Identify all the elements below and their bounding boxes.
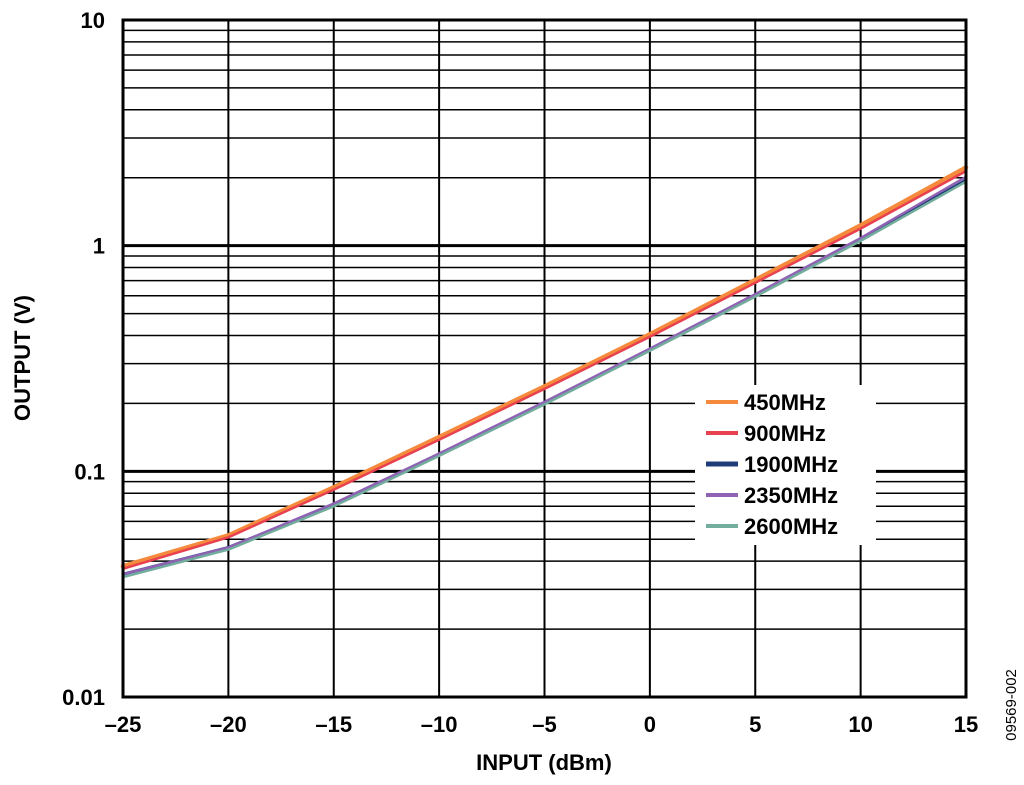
x-axis-label: INPUT (dBm) (476, 750, 612, 775)
legend-label-900MHz: 900MHz (744, 421, 826, 446)
x-tick-label: –5 (532, 712, 556, 737)
x-tick-label: –25 (105, 712, 142, 737)
x-tick-labels: –25 –20 –15 –10 –5 0 5 10 15 (105, 712, 979, 737)
y-axis-label: OUTPUT (V) (10, 295, 35, 421)
y-tick-label: 0.01 (62, 685, 105, 710)
y-tick-label: 10 (81, 8, 105, 33)
x-tick-label: 10 (848, 712, 872, 737)
plot-frame (121, 18, 968, 699)
series-line-900MHz (121, 169, 968, 571)
grid-major (122, 18, 967, 699)
legend-label-450MHz: 450MHz (744, 390, 826, 415)
series-line-450MHz (120, 165, 969, 569)
x-tick-label: 5 (749, 712, 761, 737)
legend: 450MHz 900MHz 1900MHz 2350MHz 2600MHz (695, 385, 876, 545)
legend-label-1900MHz: 1900MHz (744, 452, 838, 477)
y-tick-label: 0.1 (74, 459, 105, 484)
series-line-2600MHz (121, 180, 968, 579)
legend-label-2350MHz: 2350MHz (744, 483, 838, 508)
x-tick-label: –20 (210, 712, 247, 737)
x-tick-label: –15 (315, 712, 352, 737)
x-tick-label: 0 (644, 712, 656, 737)
series-line-2350MHz (121, 175, 968, 576)
series-lines (120, 165, 969, 579)
legend-label-2600MHz: 2600MHz (744, 514, 838, 539)
y-tick-label: 1 (93, 234, 105, 259)
figure-id: 09569-002 (1003, 669, 1020, 741)
x-tick-label: 15 (954, 712, 978, 737)
x-tick-label: –10 (421, 712, 458, 737)
y-tick-labels: 0.01 0.1 1 10 (62, 8, 105, 710)
